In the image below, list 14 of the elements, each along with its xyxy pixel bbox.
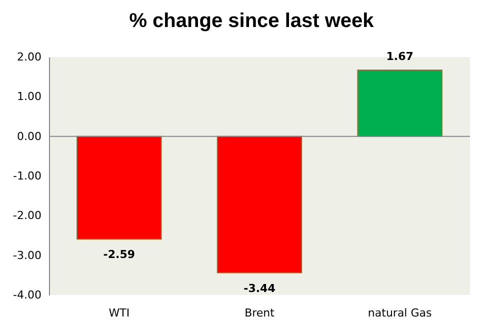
y-tick-label: 1.00	[17, 90, 42, 104]
y-tick-label: -3.00	[13, 248, 42, 262]
y-tick-label: 0.00	[17, 130, 42, 143]
y-tick-label: -4.00	[13, 288, 42, 302]
data-label: 1.67	[386, 50, 414, 64]
chart-title: % change since last week	[129, 10, 375, 32]
data-label: -3.44	[244, 282, 276, 295]
y-tick-label: -2.00	[13, 209, 42, 222]
x-tick-label: WTI	[108, 306, 130, 320]
y-tick-label: 2.00	[17, 50, 42, 64]
data-label: -2.59	[103, 248, 136, 262]
y-tick-label: -1.00	[13, 170, 42, 182]
x-tick-label: Brent	[244, 306, 276, 320]
x-tick-label: natural Gas	[368, 306, 432, 320]
